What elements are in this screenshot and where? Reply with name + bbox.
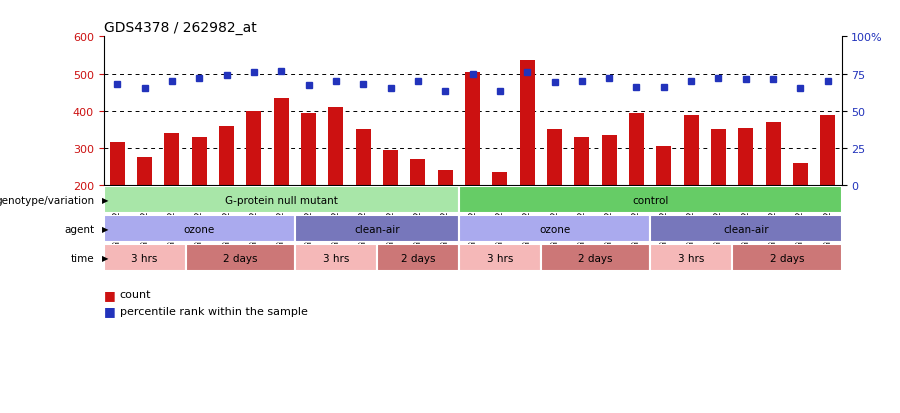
Text: control: control <box>632 195 669 205</box>
Text: time: time <box>71 253 94 263</box>
Text: ■: ■ <box>104 288 115 301</box>
Text: ▶: ▶ <box>102 196 108 204</box>
Bar <box>459 216 650 242</box>
Bar <box>247 112 261 186</box>
Bar <box>656 147 671 186</box>
Bar <box>219 126 234 186</box>
Text: clean-air: clean-air <box>723 224 769 234</box>
Bar <box>519 61 535 186</box>
Bar <box>684 115 698 186</box>
Text: 3 hrs: 3 hrs <box>322 253 349 263</box>
Bar <box>295 216 459 242</box>
Text: agent: agent <box>65 224 94 234</box>
Bar <box>356 130 371 186</box>
Bar <box>383 150 398 186</box>
Text: ozone: ozone <box>184 224 215 234</box>
Text: ozone: ozone <box>539 224 570 234</box>
Text: 2 days: 2 days <box>223 253 257 263</box>
Text: ▶: ▶ <box>102 254 108 262</box>
Bar <box>820 115 835 186</box>
Bar <box>137 158 152 186</box>
Text: 3 hrs: 3 hrs <box>678 253 705 263</box>
Bar <box>711 130 726 186</box>
Bar <box>793 164 808 186</box>
Bar <box>629 113 644 186</box>
Bar <box>110 143 125 186</box>
Text: 2 days: 2 days <box>400 253 435 263</box>
Bar <box>377 244 459 271</box>
Text: ▶: ▶ <box>102 225 108 233</box>
Bar <box>104 187 459 214</box>
Bar <box>104 244 185 271</box>
Bar <box>459 244 541 271</box>
Text: genotype/variation: genotype/variation <box>0 195 94 205</box>
Text: count: count <box>120 290 151 299</box>
Bar <box>410 160 426 186</box>
Text: 3 hrs: 3 hrs <box>131 253 158 263</box>
Bar <box>601 135 617 186</box>
Bar <box>541 244 650 271</box>
Bar <box>733 244 842 271</box>
Text: ■: ■ <box>104 304 115 318</box>
Bar <box>185 244 295 271</box>
Bar <box>547 130 562 186</box>
Bar <box>437 171 453 186</box>
Bar <box>301 113 316 186</box>
Text: G-protein null mutant: G-protein null mutant <box>225 195 338 205</box>
Bar <box>295 244 377 271</box>
Bar <box>650 216 842 242</box>
Text: 2 days: 2 days <box>578 253 613 263</box>
Bar <box>574 138 590 186</box>
Bar <box>165 134 179 186</box>
Bar <box>738 128 753 186</box>
Text: 2 days: 2 days <box>770 253 804 263</box>
Text: 3 hrs: 3 hrs <box>487 253 513 263</box>
Bar <box>492 173 508 186</box>
Bar <box>650 244 733 271</box>
Bar <box>465 73 480 186</box>
Text: GDS4378 / 262982_at: GDS4378 / 262982_at <box>104 21 256 35</box>
Text: percentile rank within the sample: percentile rank within the sample <box>120 306 308 316</box>
Bar <box>192 138 207 186</box>
Bar <box>104 216 295 242</box>
Bar <box>328 108 344 186</box>
Bar <box>459 187 842 214</box>
Bar <box>274 98 289 186</box>
Text: clean-air: clean-air <box>354 224 400 234</box>
Bar <box>766 123 780 186</box>
